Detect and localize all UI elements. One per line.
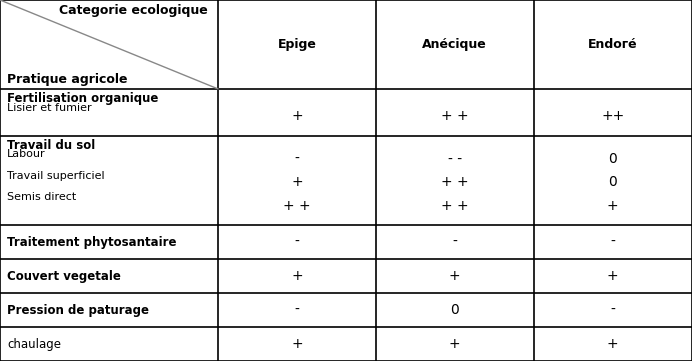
Text: +: + (449, 269, 460, 283)
Text: Categorie ecologique: Categorie ecologique (59, 4, 208, 17)
Text: Endогé: Endогé (588, 38, 637, 51)
Text: Labour: Labour (7, 149, 46, 160)
Text: 0: 0 (450, 303, 459, 317)
Text: +: + (291, 337, 302, 351)
Text: + +: + + (441, 199, 468, 213)
Text: -: - (294, 235, 300, 249)
Text: + +: + + (441, 109, 468, 123)
Text: Lisier et fumier: Lisier et fumier (7, 103, 91, 113)
Text: Travail du sol: Travail du sol (7, 139, 95, 152)
Text: +: + (607, 199, 619, 213)
Text: -: - (294, 152, 300, 166)
Text: chaulage: chaulage (7, 338, 61, 351)
Text: + +: + + (283, 199, 311, 213)
Text: -: - (610, 303, 615, 317)
Text: Semis direct: Semis direct (7, 192, 76, 203)
Text: Traitement phytosantaire: Traitement phytosantaire (7, 236, 176, 249)
Text: ++: ++ (601, 109, 624, 123)
Text: -: - (452, 235, 457, 249)
Text: Fertilisation organique: Fertilisation organique (7, 92, 158, 105)
Text: 0: 0 (608, 152, 617, 166)
Text: + +: + + (441, 175, 468, 189)
Text: -: - (294, 303, 300, 317)
Text: +: + (449, 337, 460, 351)
Text: -: - (610, 235, 615, 249)
Text: Epige: Epige (277, 38, 316, 51)
Text: Couvert vegetale: Couvert vegetale (7, 270, 121, 283)
Text: +: + (607, 337, 619, 351)
Text: +: + (291, 109, 302, 123)
Text: Anécique: Anécique (422, 38, 487, 51)
Text: +: + (291, 175, 302, 189)
Text: Travail superficiel: Travail superficiel (7, 171, 104, 181)
Text: 0: 0 (608, 175, 617, 189)
Text: - -: - - (448, 152, 462, 166)
Text: +: + (291, 269, 302, 283)
Text: Pression de paturage: Pression de paturage (7, 304, 149, 317)
Text: +: + (607, 269, 619, 283)
Text: Pratique agricole: Pratique agricole (7, 73, 127, 86)
